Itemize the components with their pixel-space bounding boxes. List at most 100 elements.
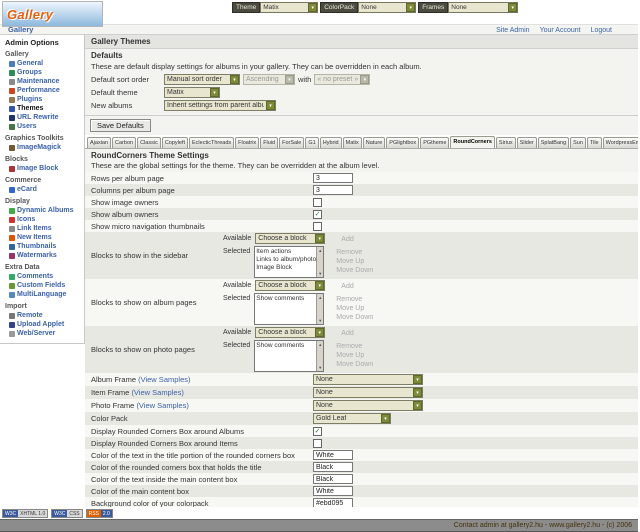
move-up-button[interactable]: Move Up	[336, 305, 365, 312]
list-option[interactable]: Links to album/photo peers	[256, 256, 317, 263]
blocks-to-show-on-photo-pages-available-select[interactable]: Choose a block ▾	[255, 327, 326, 338]
sidebar-item-comments[interactable]: Comments	[5, 272, 82, 281]
tab-siriux[interactable]: Siriux	[495, 137, 516, 148]
sidebar-item-performance[interactable]: Performance	[5, 86, 82, 95]
listbox-scrollbar[interactable]: ▲ ▼	[316, 247, 324, 277]
frames-select[interactable]: None ▾	[448, 2, 519, 13]
sidebar-item-dynamic-albums[interactable]: Dynamic Albums	[5, 206, 82, 215]
tab-wordpressembedded[interactable]: WordpressEmbedded	[602, 137, 638, 148]
sidebar-item-imagemagick[interactable]: ImageMagick	[5, 143, 82, 152]
sidebar-item-plugins[interactable]: Plugins	[5, 95, 82, 104]
gallery-logo[interactable]: Gallery	[2, 1, 103, 27]
colorpack-select[interactable]: None ▾	[358, 2, 417, 13]
blocks-to-show-in-the-sidebar-available-select[interactable]: Choose a block ▾	[255, 233, 326, 244]
move-down-button[interactable]: Move Down	[336, 361, 374, 368]
tab-eclecticthreads[interactable]: EclecticThreads	[189, 137, 235, 148]
sidebar-item-upload-applet[interactable]: Upload Applet	[5, 320, 82, 329]
list-option[interactable]: Image Block	[256, 264, 293, 271]
display-rounded-corners-box-around-items-checkbox[interactable]	[313, 438, 322, 448]
tab-hybrid[interactable]: Hybrid	[319, 137, 342, 148]
sidebar-item-thumbnails[interactable]: Thumbnails	[5, 242, 82, 251]
sidebar-item-themes[interactable]: Themes	[5, 104, 82, 113]
remove-button[interactable]: Remove	[336, 343, 363, 350]
nav-link-site-admin[interactable]: Site Admin	[496, 27, 530, 34]
blocks-to-show-on-album-pages-available-select[interactable]: Choose a block ▾	[255, 280, 326, 291]
color-of-the-text-inside-the-main-content-box-input[interactable]	[313, 474, 353, 484]
tab-copyleft[interactable]: Copyleft	[161, 137, 189, 148]
album-frame-select[interactable]: None ▾	[313, 374, 423, 385]
sidebar-item-new-items[interactable]: New Items	[5, 233, 82, 242]
view-samples-link[interactable]: (View Samples)	[131, 388, 184, 397]
tab-carbon[interactable]: Carbon	[112, 137, 137, 148]
sidebar-item-maintenance[interactable]: Maintenance	[5, 77, 82, 86]
display-rounded-corners-box-around-albums-checkbox[interactable]: ✓	[313, 426, 322, 436]
tab-floatrix[interactable]: Floatrix	[235, 137, 260, 148]
nav-link-logout[interactable]: Logout	[590, 27, 612, 34]
move-down-button[interactable]: Move Down	[336, 267, 374, 274]
tab-slider[interactable]: Slider	[516, 137, 537, 148]
blocks-to-show-on-album-pages-selected-list[interactable]: Show comments ▲ ▼	[254, 293, 325, 325]
move-down-button[interactable]: Move Down	[336, 314, 374, 321]
xhtml-badge[interactable]: W3C XHTML 1.0	[2, 508, 49, 518]
sidebar-item-users[interactable]: Users	[5, 122, 82, 131]
tab-pglightbox[interactable]: PGlightbox	[386, 137, 420, 148]
sidebar-item-ecard[interactable]: eCard	[5, 185, 82, 194]
show-micro-navigation-thumbnails-checkbox[interactable]	[313, 221, 322, 231]
add-button[interactable]: Add	[341, 330, 354, 337]
move-up-button[interactable]: Move Up	[336, 352, 365, 359]
sidebar-item-image-block[interactable]: Image Block	[5, 164, 82, 173]
color-of-the-main-content-box-input[interactable]	[313, 486, 353, 496]
tab-nature[interactable]: Nature	[362, 137, 386, 148]
columns-per-album-page-input[interactable]	[313, 185, 353, 195]
tab-forsale[interactable]: ForSale	[279, 137, 305, 148]
view-samples-link[interactable]: (View Samples)	[136, 401, 189, 410]
save-defaults-button[interactable]: Save Defaults	[90, 119, 151, 132]
color-of-the-text-in-the-title-portion-of-the-rounded-corners-box-input[interactable]	[313, 450, 353, 460]
listbox-scrollbar[interactable]: ▲ ▼	[316, 341, 324, 371]
default-sort-order-select[interactable]: Manual sort order ▾	[164, 74, 240, 85]
color-pack-select[interactable]: Gold Leaf ▾	[313, 413, 391, 424]
tab-classic[interactable]: Classic	[137, 137, 161, 148]
css-badge[interactable]: W3C CSS	[51, 508, 83, 518]
theme-select[interactable]: Matix ▾	[260, 2, 319, 13]
tab-tile[interactable]: Tile	[586, 137, 602, 148]
new-albums-select[interactable]: Inherit settings from parent album ▾	[164, 100, 276, 111]
tab-sun[interactable]: Sun	[570, 137, 586, 148]
tab-matix[interactable]: Matix	[342, 137, 362, 148]
sidebar-item-url-rewrite[interactable]: URL Rewrite	[5, 113, 82, 122]
default-theme-select[interactable]: Matix ▾	[164, 87, 220, 98]
show-album-owners-checkbox[interactable]: ✓	[313, 209, 322, 219]
blocks-to-show-on-photo-pages-selected-list[interactable]: Show comments ▲ ▼	[254, 340, 325, 372]
item-frame-select[interactable]: None ▾	[313, 387, 423, 398]
sidebar-item-watermarks[interactable]: Watermarks	[5, 251, 82, 260]
tab-fluid[interactable]: Fluid	[260, 137, 279, 148]
sidebar-item-link-items[interactable]: Link Items	[5, 224, 82, 233]
tab-ajaxian[interactable]: Ajaxian	[87, 137, 112, 148]
color-of-the-rounded-corners-box-that-holds-the-title-input[interactable]	[313, 462, 353, 472]
sidebar-item-general[interactable]: General	[5, 59, 82, 68]
sidebar-item-icons[interactable]: Icons	[5, 215, 82, 224]
tab-splatbang[interactable]: SplatBang	[537, 137, 570, 148]
remove-button[interactable]: Remove	[336, 249, 363, 256]
nav-link-your-account[interactable]: Your Account	[539, 27, 581, 34]
rss-badge[interactable]: RSS 2.0	[85, 508, 113, 518]
sidebar-item-groups[interactable]: Groups	[5, 68, 82, 77]
tab-pgtheme[interactable]: PGtheme	[420, 137, 450, 148]
breadcrumb-gallery[interactable]: Gallery	[8, 25, 34, 34]
add-button[interactable]: Add	[341, 283, 354, 290]
add-button[interactable]: Add	[341, 236, 354, 243]
sidebar-item-custom-fields[interactable]: Custom Fields	[5, 281, 82, 290]
sidebar-item-web-server[interactable]: Web/Server	[5, 329, 82, 338]
tab-roundcorners[interactable]: RoundCorners	[450, 136, 495, 148]
view-samples-link[interactable]: (View Samples)	[138, 375, 191, 384]
tab-g1[interactable]: G1	[305, 137, 319, 148]
list-option[interactable]: Item actions	[256, 248, 292, 255]
sidebar-item-remote[interactable]: Remote	[5, 311, 82, 320]
sidebar-item-multilanguage[interactable]: MultiLanguage	[5, 290, 82, 299]
photo-frame-select[interactable]: None ▾	[313, 400, 423, 411]
show-image-owners-checkbox[interactable]	[313, 197, 322, 207]
remove-button[interactable]: Remove	[336, 296, 363, 303]
move-up-button[interactable]: Move Up	[336, 258, 365, 265]
list-option[interactable]: Show comments	[256, 342, 305, 349]
